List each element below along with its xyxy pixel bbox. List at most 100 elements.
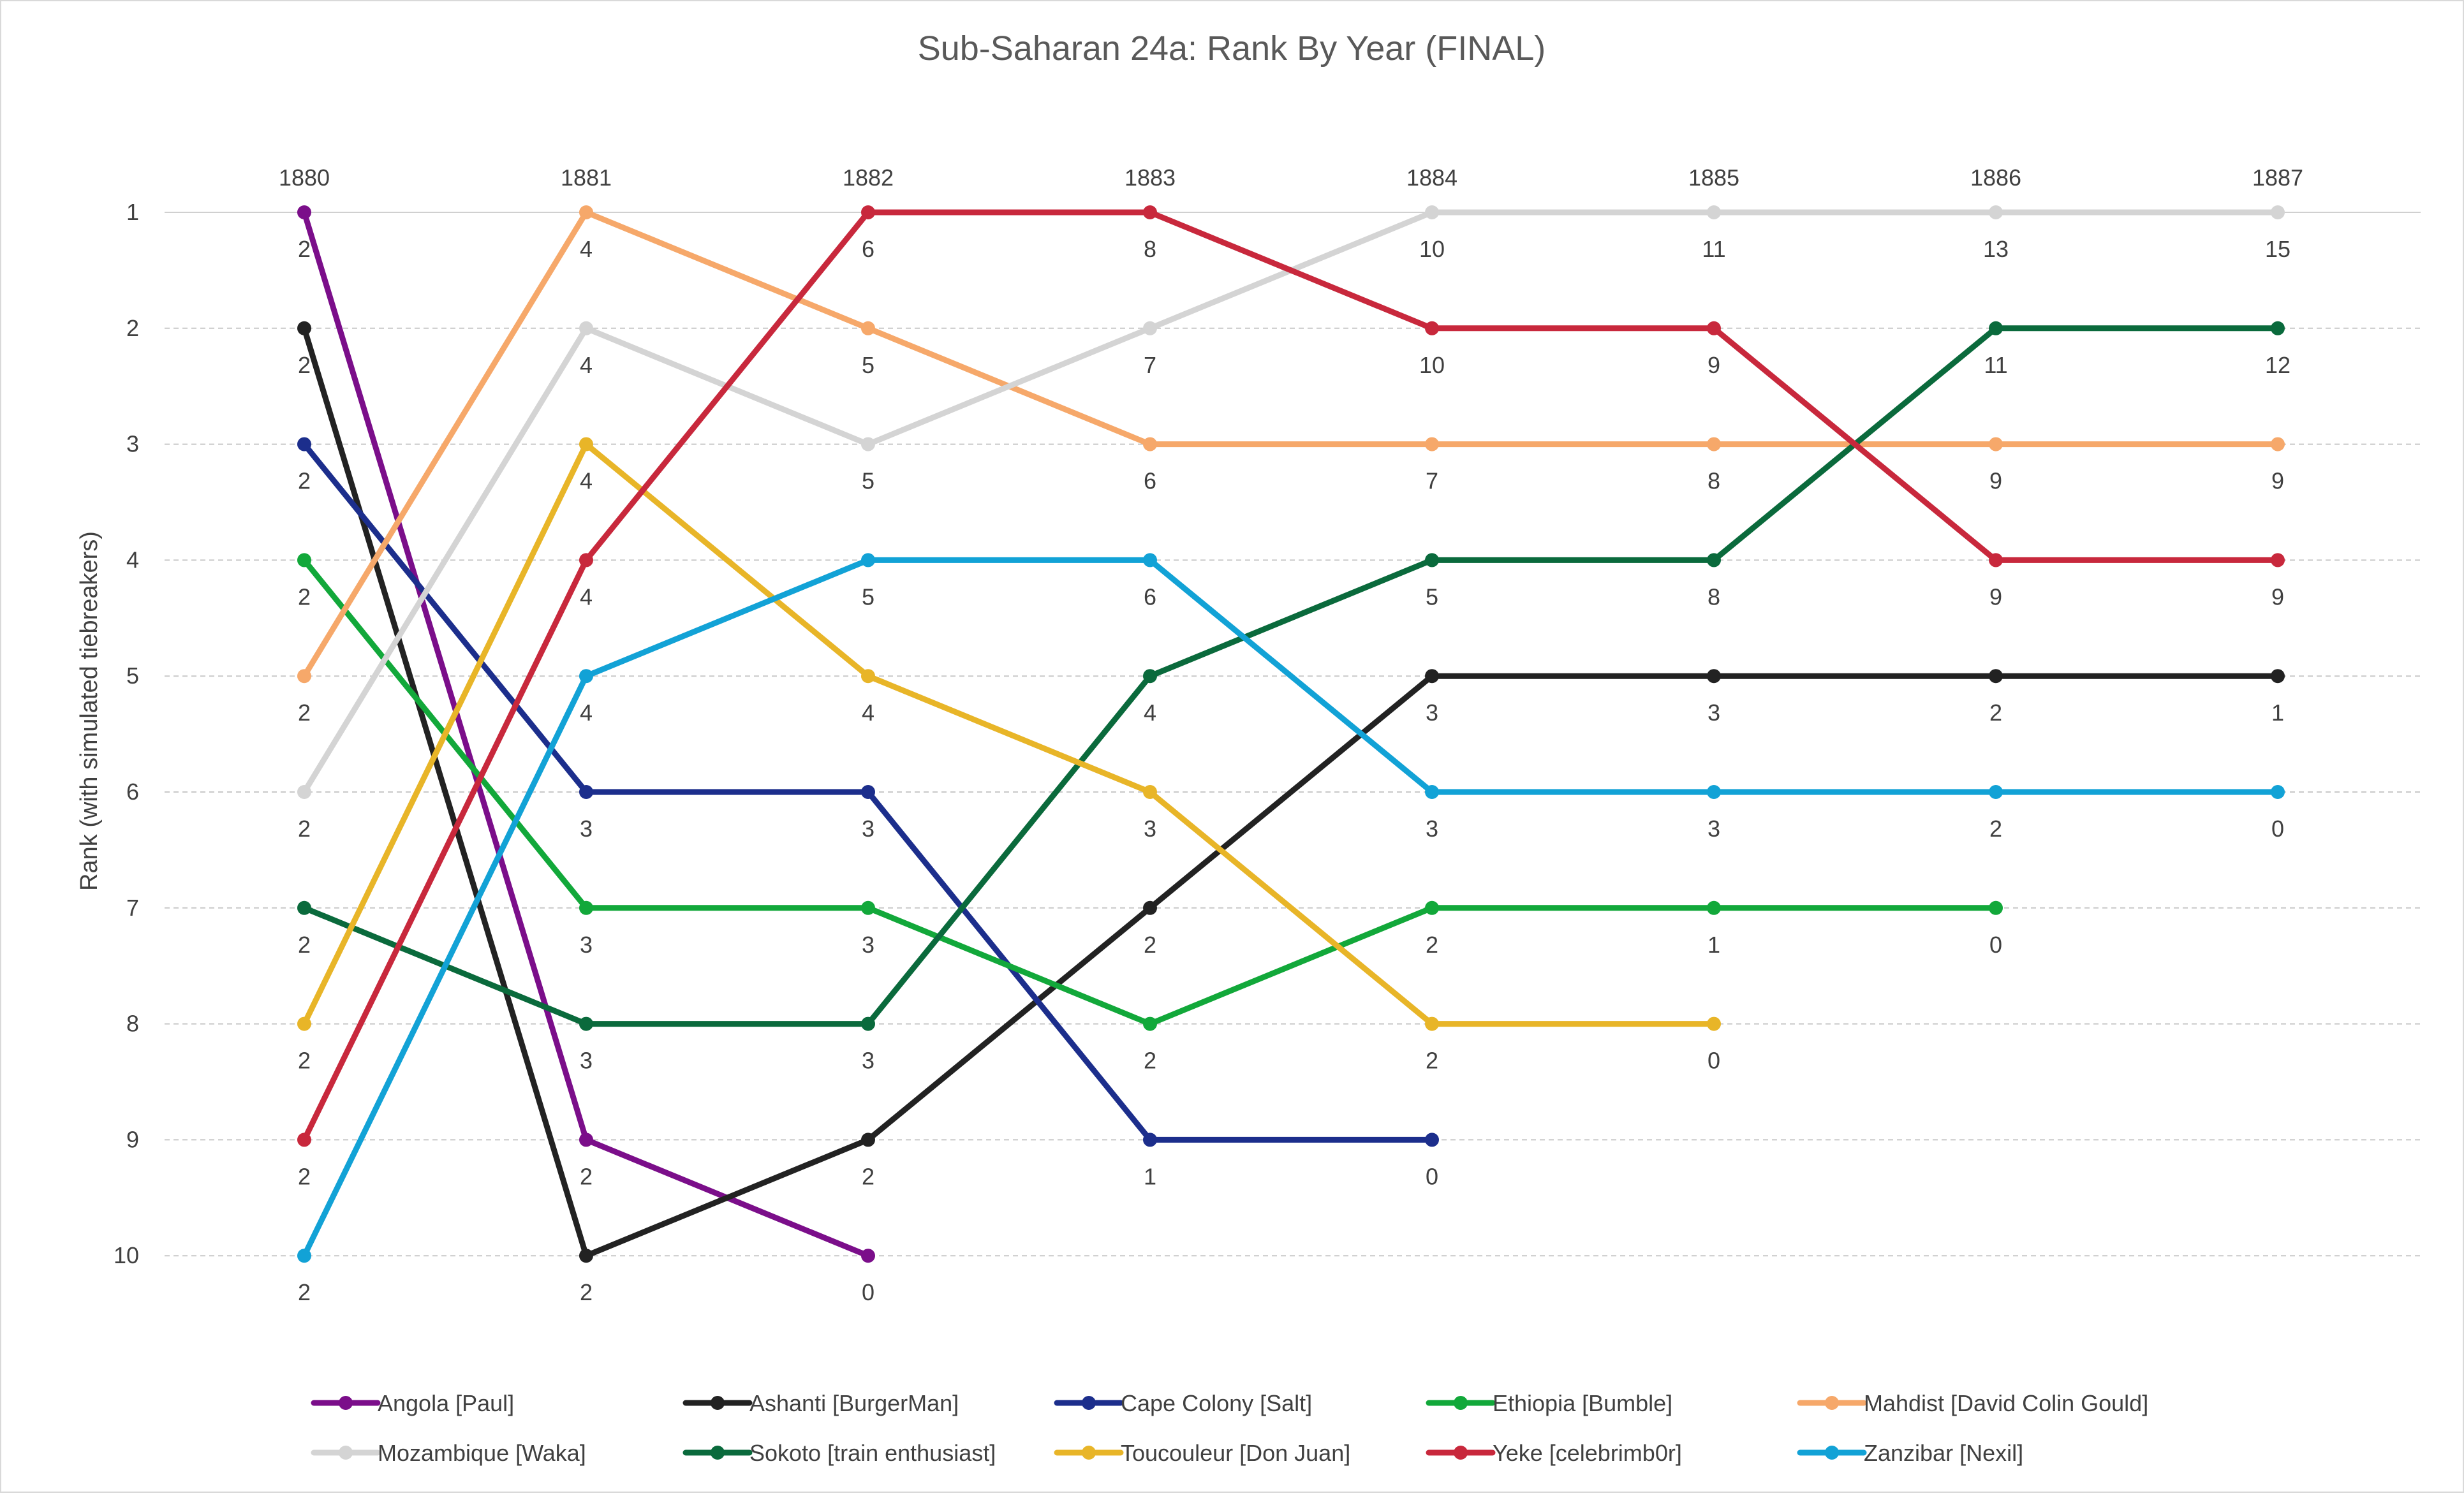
series-line-toucouleur bbox=[301, 441, 1717, 1027]
value-label-ashanti-1883: 2 bbox=[1144, 932, 1156, 958]
series-point-ethiopia-1880 bbox=[297, 553, 311, 568]
legend-marker-ashanti bbox=[711, 1396, 725, 1410]
series-point-sokoto-1887 bbox=[2271, 321, 2285, 335]
value-label-mahdist-1881: 4 bbox=[580, 236, 593, 262]
rank-tick-3: 3 bbox=[126, 431, 139, 457]
series-point-angola-1881 bbox=[579, 1133, 593, 1147]
series-point-mozambique-1882 bbox=[861, 437, 875, 451]
year-label-1885: 1885 bbox=[1688, 165, 1739, 191]
value-label-cape-1882: 3 bbox=[862, 816, 874, 842]
legend-item-ashanti: Ashanti [BurgerMan] bbox=[682, 1390, 959, 1416]
series-point-sokoto-1883 bbox=[1143, 669, 1157, 684]
value-label-sokoto-1887: 12 bbox=[2265, 352, 2291, 378]
series-point-yeke-1880 bbox=[297, 1133, 311, 1147]
year-label-1886: 1886 bbox=[1970, 165, 2021, 191]
value-label-ashanti-1884: 3 bbox=[1426, 700, 1438, 726]
value-label-mahdist-1886: 9 bbox=[1989, 468, 2002, 494]
value-label-ethiopia-1886: 0 bbox=[1989, 932, 2002, 958]
value-label-ethiopia-1881: 3 bbox=[580, 932, 593, 958]
value-label-ashanti-1882: 2 bbox=[862, 1163, 874, 1189]
value-label-ethiopia-1883: 2 bbox=[1144, 1048, 1156, 1074]
value-label-mahdist-1880: 2 bbox=[298, 700, 311, 726]
series-line-yeke bbox=[301, 209, 2281, 1143]
series-line-zanzibar bbox=[301, 557, 2281, 1259]
series-point-yeke-1883 bbox=[1143, 205, 1157, 219]
rank-tick-4: 4 bbox=[126, 546, 139, 573]
series-point-ashanti-1886 bbox=[1989, 669, 2003, 684]
value-label-mahdist-1887: 9 bbox=[2271, 468, 2284, 494]
series-point-zanzibar-1880 bbox=[297, 1249, 311, 1263]
series-point-mozambique-1884 bbox=[1425, 205, 1439, 219]
series-point-mahdist-1882 bbox=[861, 321, 875, 335]
series-point-toucouleur-1885 bbox=[1707, 1016, 1721, 1031]
legend-item-angola: Angola [Paul] bbox=[311, 1390, 514, 1416]
value-label-zanzibar-1886: 2 bbox=[1989, 816, 2002, 842]
series-point-mahdist-1884 bbox=[1425, 437, 1439, 451]
value-label-toucouleur-1884: 2 bbox=[1426, 1048, 1438, 1074]
series-point-ashanti-1887 bbox=[2271, 669, 2285, 684]
value-label-ethiopia-1884: 2 bbox=[1426, 932, 1438, 958]
value-label-sokoto-1884: 5 bbox=[1426, 583, 1438, 610]
series-point-toucouleur-1883 bbox=[1143, 785, 1157, 799]
legend-item-zanzibar: Zanzibar [Nexil] bbox=[1797, 1440, 2023, 1466]
legend-label-ashanti: Ashanti [BurgerMan] bbox=[749, 1390, 959, 1416]
legend-label-yeke: Yeke [celebrimb0r] bbox=[1493, 1440, 1682, 1466]
value-label-ashanti-1880: 2 bbox=[298, 352, 311, 378]
series-point-mozambique-1885 bbox=[1707, 205, 1721, 219]
rank-tick-7: 7 bbox=[126, 895, 139, 921]
value-label-mozambique-1884: 10 bbox=[1419, 236, 1445, 262]
series-point-sokoto-1885 bbox=[1707, 553, 1721, 568]
value-label-mozambique-1882: 5 bbox=[862, 468, 874, 494]
series-line-mahdist bbox=[301, 209, 2281, 679]
series-point-yeke-1887 bbox=[2271, 553, 2285, 568]
value-label-angola-1881: 2 bbox=[580, 1163, 593, 1189]
legend-label-toucouleur: Toucouleur [Don Juan] bbox=[1121, 1440, 1350, 1466]
chart-title: Sub-Saharan 24a: Rank By Year (FINAL) bbox=[918, 29, 1546, 68]
year-label-1884: 1884 bbox=[1406, 165, 1457, 191]
series-zanzibar bbox=[297, 553, 2285, 1263]
series-ethiopia bbox=[297, 553, 2003, 1031]
value-label-mahdist-1882: 5 bbox=[862, 352, 874, 378]
legend-label-mozambique: Mozambique [Waka] bbox=[378, 1440, 586, 1466]
series-point-toucouleur-1881 bbox=[579, 437, 593, 451]
value-label-mozambique-1881: 4 bbox=[580, 352, 593, 378]
value-label-cape-1880: 2 bbox=[298, 468, 311, 494]
value-label-cape-1883: 1 bbox=[1144, 1163, 1156, 1189]
series-ashanti bbox=[297, 321, 2285, 1263]
series-point-zanzibar-1887 bbox=[2271, 785, 2285, 799]
series-point-mozambique-1887 bbox=[2271, 205, 2285, 219]
rank-tick-6: 6 bbox=[126, 779, 139, 805]
legend-item-cape: Cape Colony [Salt] bbox=[1054, 1390, 1312, 1416]
year-labels: 1880 1881 1882 1883 1884 1885 1886 1887 bbox=[279, 165, 2303, 191]
rank-tick-8: 8 bbox=[126, 1011, 139, 1037]
series-point-ethiopia-1882 bbox=[861, 900, 875, 915]
series-point-zanzibar-1886 bbox=[1989, 785, 2003, 799]
value-label-sokoto-1880: 2 bbox=[298, 932, 311, 958]
value-label-yeke-1887: 9 bbox=[2271, 583, 2284, 610]
value-label-toucouleur-1881: 4 bbox=[580, 468, 593, 494]
series-point-ethiopia-1886 bbox=[1989, 900, 2003, 915]
legend-label-angola: Angola [Paul] bbox=[378, 1390, 514, 1416]
value-label-sokoto-1881: 3 bbox=[580, 1048, 593, 1074]
legend-marker-sokoto bbox=[711, 1446, 725, 1460]
series-point-yeke-1884 bbox=[1425, 321, 1439, 335]
rank-tick-2: 2 bbox=[126, 315, 139, 341]
series-point-zanzibar-1883 bbox=[1143, 553, 1157, 568]
series-point-mozambique-1880 bbox=[297, 785, 311, 799]
legend-label-ethiopia: Ethiopia [Bumble] bbox=[1493, 1390, 1672, 1416]
value-label-zanzibar-1883: 6 bbox=[1144, 583, 1156, 610]
series-point-mahdist-1880 bbox=[297, 669, 311, 684]
legend-label-sokoto: Sokoto [train enthusiast] bbox=[749, 1440, 996, 1466]
legend-marker-ethiopia bbox=[1454, 1396, 1468, 1410]
series-point-yeke-1886 bbox=[1989, 553, 2003, 568]
legend-marker-cape bbox=[1082, 1396, 1096, 1410]
series-point-ethiopia-1885 bbox=[1707, 900, 1721, 915]
value-label-angola-1882: 0 bbox=[862, 1279, 874, 1305]
value-label-yeke-1880: 2 bbox=[298, 1163, 311, 1189]
series-point-ashanti-1884 bbox=[1425, 669, 1439, 684]
series-point-ashanti-1882 bbox=[861, 1133, 875, 1147]
series-line-ashanti bbox=[301, 325, 2281, 1259]
value-label-yeke-1881: 4 bbox=[580, 583, 593, 610]
